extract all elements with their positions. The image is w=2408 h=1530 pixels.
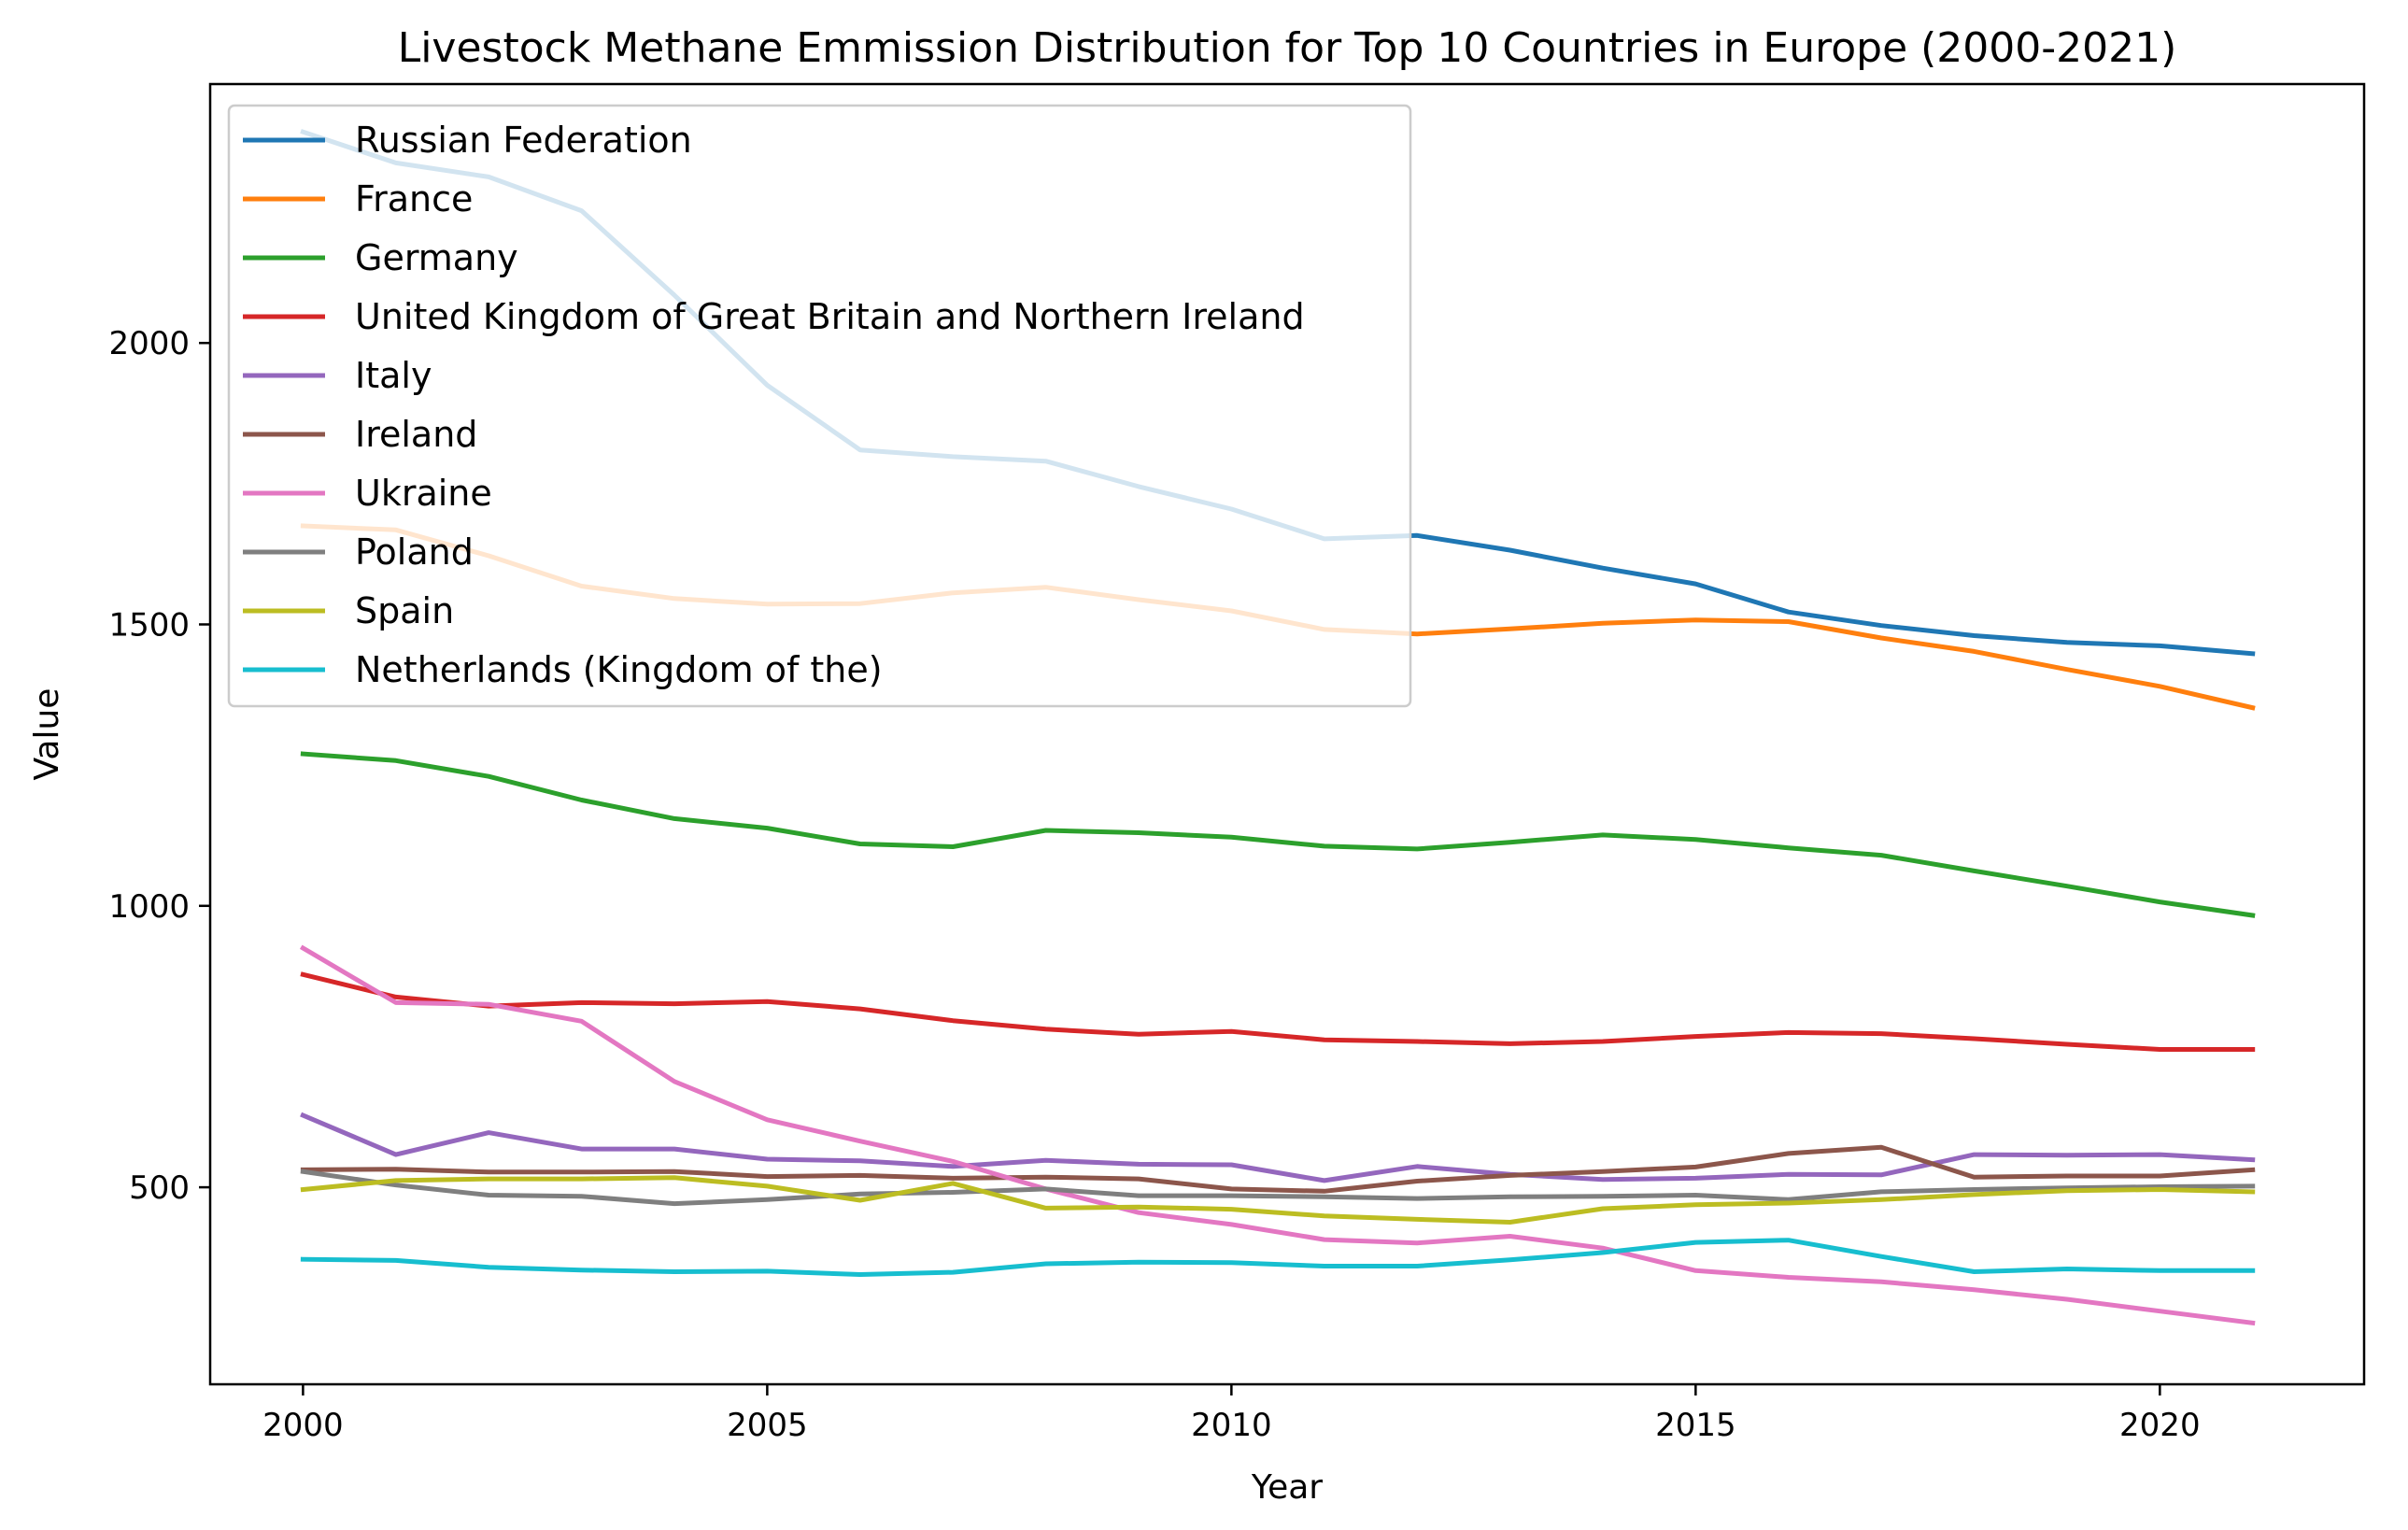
legend-entry: Ireland: [355, 414, 477, 455]
legend-entry: France: [355, 178, 473, 220]
y-axis: 500 1000 1500 2000: [108, 325, 210, 1207]
legend-entry: Ukraine: [355, 473, 492, 514]
y-axis-label: Value: [28, 688, 66, 781]
x-axis: 2000 2005 2010 2015 2020: [262, 1384, 2201, 1444]
legend-entry: Poland: [355, 531, 474, 573]
legend-entry: Russian Federation: [355, 120, 692, 161]
legend-entry: Netherlands (Kingdom of the): [355, 649, 883, 690]
plot-frame: [208, 82, 2366, 1386]
series-line-9: [300, 1175, 2256, 1225]
series-line-10: [300, 1238, 2256, 1277]
legend: Russian Federation France Germany United Ki…: [227, 104, 1412, 708]
x-axis-label: Year: [1251, 1468, 1323, 1507]
series-line-5: [300, 1112, 2256, 1183]
x-tick-label: 2020: [2119, 1407, 2201, 1444]
series-line-4: [300, 971, 2256, 1052]
y-tick-label: 1500: [108, 606, 190, 644]
x-tick-label: 2000: [262, 1407, 344, 1444]
y-tick-label: 2000: [108, 325, 190, 362]
y-tick-label: 500: [129, 1169, 190, 1207]
y-tick-label: 1000: [108, 888, 190, 926]
series-line-8: [300, 1169, 2256, 1207]
legend-entry: United Kingdom of Great Britain and Nort…: [355, 296, 1305, 337]
x-tick-label: 2015: [1655, 1407, 1736, 1444]
legend-entry: Italy: [355, 355, 432, 396]
x-tick-label: 2010: [1191, 1407, 1272, 1444]
x-tick-label: 2005: [727, 1407, 808, 1444]
series-line-6: [300, 1144, 2256, 1194]
series-line-3: [300, 751, 2256, 918]
chart-title: Livestock Methane Emmission Distribution…: [398, 24, 2177, 72]
legend-box: [227, 104, 1412, 708]
legend-entry: Spain: [355, 590, 454, 631]
series-line-7: [299, 944, 2256, 1326]
legend-entry: Germany: [355, 237, 518, 278]
